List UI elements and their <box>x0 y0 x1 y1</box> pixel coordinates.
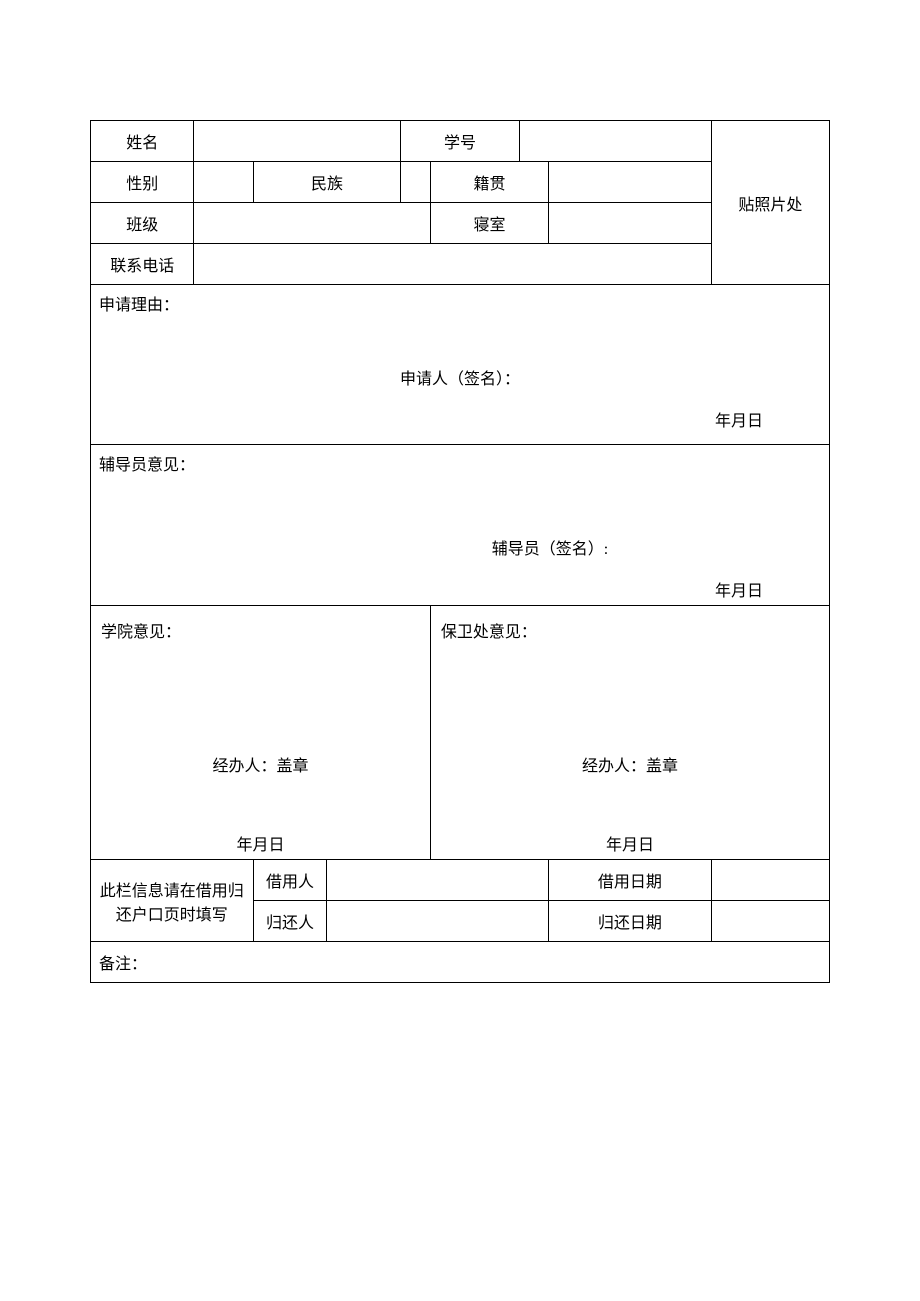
field-student-id[interactable] <box>519 121 711 162</box>
field-name[interactable] <box>194 121 401 162</box>
label-counselor-date: 年月日 <box>97 577 823 601</box>
row-opinions: 学院意见： 经办人：盖章 年月日 保卫处意见： 经办人：盖章 年月日 <box>91 606 830 860</box>
security-opinion-section[interactable]: 保卫处意见： 经办人：盖章 年月日 <box>430 606 829 860</box>
label-college-handler: 经办人：盖章 <box>97 752 424 776</box>
label-returner: 归还人 <box>253 901 327 942</box>
label-gender: 性别 <box>91 162 194 203</box>
row-remark: 备注： <box>91 942 830 983</box>
label-college-opinion: 学院意见： <box>97 610 424 642</box>
photo-area: 贴照片处 <box>711 121 829 285</box>
label-security-handler: 经办人：盖章 <box>437 752 823 776</box>
application-form-table: 姓名 学号 贴照片处 性别 民族 籍贯 班级 寝室 联系电话 申请理由： 申请人… <box>90 120 830 983</box>
label-college-date: 年月日 <box>97 831 424 855</box>
field-borrow-date[interactable] <box>711 860 829 901</box>
label-remark: 备注： <box>99 956 147 973</box>
label-reason: 申请理由： <box>97 289 823 315</box>
field-borrower[interactable] <box>327 860 549 901</box>
label-applicant-sign: 申请人（签名）： <box>97 365 823 389</box>
borrow-note-line1: 此栏信息请在借用归 <box>93 877 251 901</box>
label-phone: 联系电话 <box>91 244 194 285</box>
field-return-date[interactable] <box>711 901 829 942</box>
reason-section[interactable]: 申请理由： 申请人（签名）： 年月日 <box>91 285 830 445</box>
label-counselor-sign: 辅导员（签名）: <box>97 535 823 559</box>
label-reason-date: 年月日 <box>97 407 823 431</box>
row-borrower: 此栏信息请在借用归 还户口页时填写 借用人 借用日期 <box>91 860 830 901</box>
borrow-note-line2: 还户口页时填写 <box>93 901 251 925</box>
label-native-place: 籍贯 <box>430 162 548 203</box>
field-phone[interactable] <box>194 244 711 285</box>
label-name: 姓名 <box>91 121 194 162</box>
field-native-place[interactable] <box>549 162 712 203</box>
row-name: 姓名 学号 贴照片处 <box>91 121 830 162</box>
label-return-date: 归还日期 <box>549 901 712 942</box>
label-student-id: 学号 <box>401 121 519 162</box>
label-counselor: 辅导员意见： <box>97 449 823 475</box>
field-gender[interactable] <box>194 162 253 203</box>
college-opinion-section[interactable]: 学院意见： 经办人：盖章 年月日 <box>91 606 431 860</box>
row-reason: 申请理由： 申请人（签名）： 年月日 <box>91 285 830 445</box>
label-ethnicity: 民族 <box>253 162 401 203</box>
label-security-opinion: 保卫处意见： <box>437 610 823 642</box>
label-security-date: 年月日 <box>437 831 823 855</box>
field-dormitory[interactable] <box>549 203 712 244</box>
label-borrow-date: 借用日期 <box>549 860 712 901</box>
field-ethnicity[interactable] <box>401 162 431 203</box>
field-returner[interactable] <box>327 901 549 942</box>
borrow-note: 此栏信息请在借用归 还户口页时填写 <box>91 860 254 942</box>
row-counselor: 辅导员意见： 辅导员（签名）: 年月日 <box>91 445 830 606</box>
label-class: 班级 <box>91 203 194 244</box>
label-dormitory: 寝室 <box>430 203 548 244</box>
label-borrower: 借用人 <box>253 860 327 901</box>
remark-section[interactable]: 备注： <box>91 942 830 983</box>
counselor-section[interactable]: 辅导员意见： 辅导员（签名）: 年月日 <box>91 445 830 606</box>
field-class[interactable] <box>194 203 430 244</box>
